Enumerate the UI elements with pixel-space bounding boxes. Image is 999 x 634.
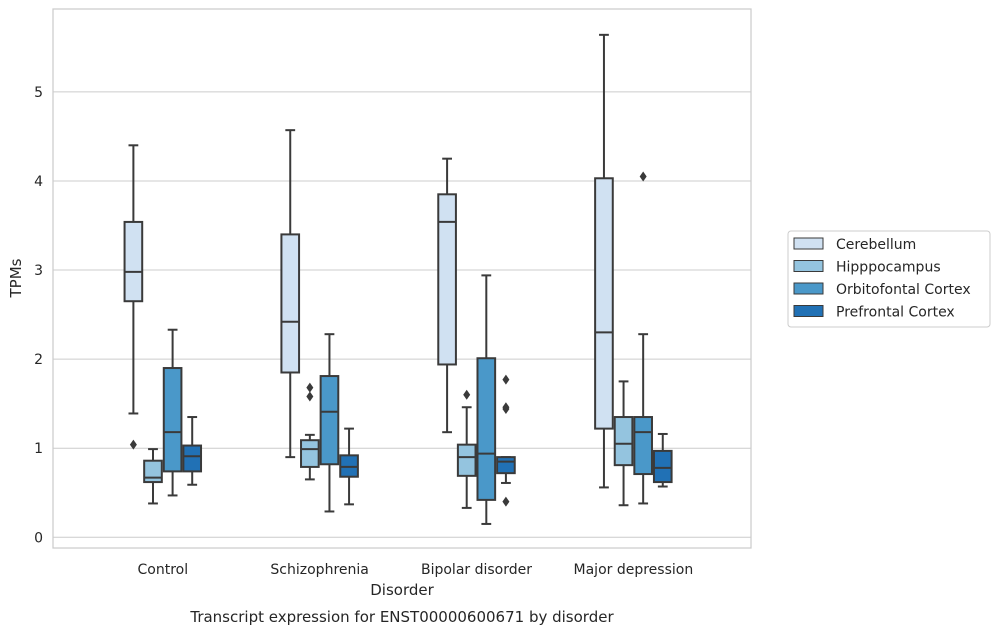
y-tick-label: 0 xyxy=(34,530,43,546)
y-tick-label: 1 xyxy=(34,441,43,457)
box-group xyxy=(123,144,144,450)
box-group xyxy=(456,389,477,509)
outlier-point xyxy=(463,389,471,400)
box-iqr xyxy=(143,459,163,484)
box-iqr xyxy=(613,416,634,467)
legend-label: Orbitofontal Cortex xyxy=(836,282,971,298)
box-iqr xyxy=(162,367,183,473)
x-tick-label: Schizophrenia xyxy=(270,562,368,578)
box-iqr xyxy=(437,193,457,366)
outlier-point xyxy=(306,391,314,402)
x-tick-label: Control xyxy=(137,562,188,578)
box-iqr xyxy=(633,416,653,476)
outlier-point xyxy=(502,402,510,413)
x-axis: Control Schizophrenia Bipolar disorder Majo… xyxy=(137,562,693,578)
box-group xyxy=(319,333,340,513)
box-iqr xyxy=(123,220,144,303)
y-axis-label: TPMs xyxy=(7,258,25,298)
box-group xyxy=(496,374,516,507)
box-group xyxy=(437,157,457,434)
box-group xyxy=(594,33,614,489)
box-group xyxy=(300,382,320,481)
box-group xyxy=(182,416,203,486)
x-axis-label: Disorder xyxy=(370,581,434,599)
outlier-point xyxy=(502,496,510,507)
box-group xyxy=(162,328,183,497)
y-tick-label: 2 xyxy=(34,352,43,368)
box-group xyxy=(633,171,653,505)
box-iqr xyxy=(456,443,477,477)
outlier-point xyxy=(129,439,137,450)
box-iqr xyxy=(496,456,516,475)
box-iqr xyxy=(182,444,203,473)
box-group xyxy=(476,274,497,525)
box-iqr xyxy=(594,177,614,430)
outlier-point xyxy=(502,374,510,385)
y-tick-label: 3 xyxy=(34,263,43,279)
legend-swatch xyxy=(793,237,824,250)
legend: Cerebellum Hipppocampus Orbitofontal Corte… xyxy=(787,230,991,328)
box-iqr xyxy=(652,449,673,484)
x-tick-label: Bipolar disorder xyxy=(421,562,532,578)
legend-label: Cerebellum xyxy=(836,237,916,253)
y-tick-label: 5 xyxy=(34,85,43,101)
legend-swatch xyxy=(793,282,824,295)
figure-caption: Transcript expression for ENST0000060067… xyxy=(189,608,614,626)
legend-label: Prefrontal Cortex xyxy=(836,305,955,321)
legend-swatch xyxy=(793,305,824,317)
outlier-point xyxy=(306,382,314,393)
plot-frame xyxy=(52,8,752,549)
box-group xyxy=(280,129,301,459)
box-iqr xyxy=(300,439,320,468)
outlier-point xyxy=(639,171,647,182)
x-tick-label: Major depression xyxy=(574,562,694,578)
legend-swatch xyxy=(793,260,824,272)
box-group xyxy=(143,448,163,505)
box-series xyxy=(123,33,673,525)
box-group xyxy=(613,380,634,507)
y-axis: 0 1 2 3 4 5 xyxy=(34,85,43,546)
box-iqr xyxy=(476,357,497,501)
box-iqr xyxy=(319,375,340,466)
box-group xyxy=(339,427,359,506)
legend-frame xyxy=(787,230,991,328)
box-iqr xyxy=(280,233,301,374)
legend-label: Hipppocampus xyxy=(836,260,941,276)
box-group xyxy=(652,432,673,488)
y-tick-label: 4 xyxy=(34,174,43,190)
